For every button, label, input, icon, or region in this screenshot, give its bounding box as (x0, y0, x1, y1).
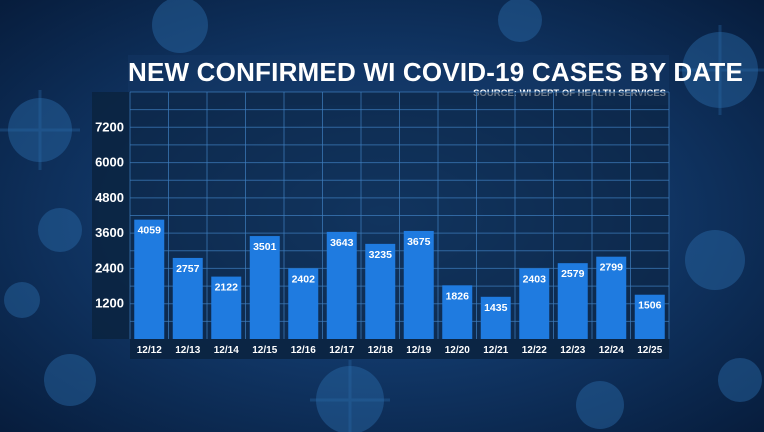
bar (249, 236, 280, 339)
data-labels: 4059 2757 2122 3501 2402 3643 3235 3675 1826 1435… (138, 225, 662, 314)
data-label: 4059 (138, 225, 162, 237)
x-tick-label: 12/24 (599, 345, 624, 356)
data-label: 2579 (561, 268, 585, 280)
bar (134, 219, 165, 339)
x-tick-label: 12/23 (560, 345, 585, 356)
data-label: 2122 (215, 282, 239, 294)
x-tick-label: 12/25 (637, 345, 662, 356)
y-axis: 1200 2400 3600 4800 6000 7200 (95, 119, 124, 310)
x-tick-label: 12/13 (175, 345, 200, 356)
x-tick-label: 12/19 (406, 345, 431, 356)
x-tick-label: 12/16 (291, 345, 316, 356)
data-label: 3675 (407, 236, 431, 248)
bar (326, 231, 357, 339)
x-axis-band (130, 339, 669, 359)
y-tick-label: 7200 (95, 119, 124, 134)
bar (288, 268, 319, 339)
bar (442, 285, 473, 339)
grid (129, 91, 670, 339)
x-axis: 12/12 12/13 12/14 12/15 12/16 12/17 12/18 12/19… (137, 345, 663, 356)
bars (134, 219, 665, 339)
bar (365, 243, 396, 339)
chart-title: NEW CONFIRMED WI COVID-19 CASES BY DATE (128, 57, 743, 87)
x-tick-label: 12/20 (445, 345, 470, 356)
y-tick-label: 3600 (95, 225, 124, 240)
x-tick-label: 12/17 (329, 345, 354, 356)
data-label: 1826 (446, 290, 470, 302)
y-tick-label: 1200 (95, 296, 124, 311)
bar (480, 296, 511, 339)
x-tick-label: 12/15 (252, 345, 277, 356)
bar (211, 276, 242, 339)
y-axis-panel (92, 92, 130, 339)
bar (403, 230, 434, 339)
data-label: 2757 (176, 263, 200, 275)
x-tick-label: 12/18 (368, 345, 393, 356)
data-label: 3235 (369, 249, 393, 261)
data-label: 2403 (523, 273, 547, 285)
x-tick-label: 12/14 (214, 345, 239, 356)
data-label: 1435 (484, 302, 508, 314)
data-label: 3643 (330, 237, 354, 249)
y-tick-label: 2400 (95, 260, 124, 275)
data-label: 2402 (292, 273, 316, 285)
data-label: 3501 (253, 241, 277, 253)
y-tick-label: 4800 (95, 190, 124, 205)
y-tick-label: 6000 (95, 155, 124, 170)
x-tick-label: 12/21 (483, 345, 508, 356)
data-label: 2799 (600, 262, 624, 274)
bar (519, 268, 550, 339)
bar (596, 256, 627, 339)
data-label: 1506 (638, 300, 662, 312)
bar (172, 257, 203, 339)
bar (557, 263, 588, 339)
x-tick-label: 12/22 (522, 345, 547, 356)
x-tick-label: 12/12 (137, 345, 162, 356)
bar (634, 294, 665, 339)
